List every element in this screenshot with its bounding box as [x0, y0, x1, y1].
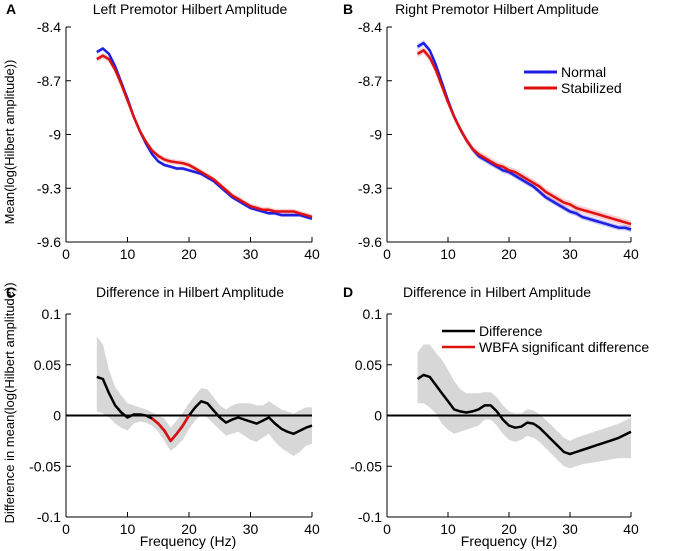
panel-a: A Left Premotor Hilbert Amplitude 0 10 20 3…	[2, 1, 320, 262]
panel-d-xlabel: Frequency (Hz)	[461, 533, 557, 549]
panel-b-title: Right Premotor Hilbert Amplitude	[395, 1, 599, 17]
legend-top: Normal Stabilized	[524, 64, 622, 96]
panel-b: B Right Premotor Hilbert Amplitude 0 10 20…	[343, 1, 639, 262]
panel-a-ytick-label: -9	[49, 127, 62, 143]
panel-a-normal-line	[96, 47, 313, 220]
panel-d-xtick-label: 40	[623, 521, 639, 537]
panel-a-xtick-label: 20	[181, 246, 197, 262]
panel-c-xtick-label: 30	[243, 521, 259, 537]
panel-b-xtick-label: 10	[440, 246, 456, 262]
panel-b-ytick-label: -9.6	[358, 234, 382, 250]
panel-a-ytick-label: -9.3	[37, 180, 61, 196]
panel-letter-d: D	[343, 284, 353, 300]
panel-b-stabilized-line	[416, 49, 632, 226]
panel-c-xtick-label: 0	[62, 521, 70, 537]
legend-difference-label: Difference	[479, 323, 543, 339]
panel-c-wbfa-significant-difference-segment-0	[151, 417, 166, 432]
panel-c-ci-band	[96, 336, 312, 457]
panel-d-ytick-label: 0.05	[355, 357, 382, 373]
panel-d-xtick-label: 0	[383, 521, 391, 537]
panel-a-band-0	[96, 46, 312, 221]
panel-c-xtick-label: 10	[120, 521, 136, 537]
panel-c-title: Difference in Hilbert Amplitude	[96, 284, 284, 300]
panel-d-ytick-label: -0.05	[350, 458, 382, 474]
panel-letter-b: B	[343, 1, 353, 17]
panel-c-ytick-label: 0.1	[42, 306, 62, 322]
panel-c-ylabel: Difference in mean(log(Hilbert amplitude…	[2, 282, 17, 523]
panel-c-ytick-label: 0.05	[34, 357, 61, 373]
panel-a-plot: 0 10 20 30 40 -8.4 -8.7 -9 -9.3 -9.6	[37, 19, 320, 262]
panel-b-plot: 0 10 20 30 40 -8.4 -8.7 -9 -9.3 -9.6	[358, 19, 639, 262]
panel-b-xtick-label: 20	[501, 246, 517, 262]
panel-a-xtick-label: 10	[120, 246, 136, 262]
panel-d-ytick-label: 0	[374, 408, 382, 424]
legend-wbfa-label: WBFA significant difference	[479, 339, 649, 355]
legend-bottom: Difference WBFA significant difference	[442, 323, 649, 355]
panel-d-ytick-label: 0.1	[363, 306, 383, 322]
panel-b-ytick-label: -9	[370, 127, 383, 143]
panel-a-ytick-label: -8.4	[37, 19, 61, 35]
panel-letter-a: A	[6, 1, 16, 17]
panel-b-ytick-label: -8.7	[358, 73, 382, 89]
panel-d-xtick-label: 20	[501, 521, 517, 537]
panel-c-wbfa-significant-difference-segment-1	[163, 430, 178, 443]
panel-d-plot: 0 10 20 30 40 0.1 0.05 0 -0.05 -0.1	[350, 306, 639, 537]
panel-a-stabilized-line	[96, 54, 313, 219]
panel-d-ci-band	[417, 344, 631, 469]
legend-stabilized-label: Stabilized	[561, 80, 622, 96]
panel-c-xtick-label: 40	[304, 521, 320, 537]
panel-a-ylabel: Mean(log(Hilbert amplitude))	[2, 60, 17, 225]
panel-c-ytick-label: 0	[53, 408, 61, 424]
panel-c-difference-line	[96, 375, 313, 443]
panel-a-xtick-label: 30	[243, 246, 259, 262]
legend-normal-label: Normal	[561, 64, 606, 80]
panel-b-xtick-label: 30	[562, 246, 578, 262]
panel-c: C Difference in Hilbert Amplitude 0 10 20 3…	[2, 282, 320, 549]
panel-b-ytick-label: -8.4	[358, 19, 382, 35]
panel-a-xtick-label: 0	[62, 246, 70, 262]
panel-letter-c: C	[6, 284, 16, 300]
panel-d-xtick-label: 30	[562, 521, 578, 537]
panel-d-xtick-label: 10	[440, 521, 456, 537]
panel-b-xtick-label: 0	[383, 246, 391, 262]
panel-c-wbfa-significant-difference-segment-2	[175, 414, 191, 435]
panel-c-xtick-label: 20	[181, 521, 197, 537]
panel-c-ytick-label: -0.05	[29, 458, 61, 474]
panel-b-ytick-label: -9.3	[358, 180, 382, 196]
panel-c-xlabel: Frequency (Hz)	[140, 533, 236, 549]
panel-b-xtick-label: 40	[623, 246, 639, 262]
panel-a-title: Left Premotor Hilbert Amplitude	[93, 1, 288, 17]
panel-d-title: Difference in Hilbert Amplitude	[403, 284, 591, 300]
panel-d: D Difference in Hilbert Amplitude 0 10 20 3…	[343, 284, 649, 549]
panel-a-ytick-label: -9.6	[37, 234, 61, 250]
panel-a-xtick-label: 40	[304, 246, 320, 262]
panel-d-difference-line	[416, 373, 632, 456]
panel-a-ytick-label: -8.7	[37, 73, 61, 89]
panel-c-plot: 0 10 20 30 40 0.1 0.05 0 -0.05 -0.1	[29, 306, 320, 537]
panel-c-ytick-label: -0.1	[37, 509, 61, 525]
panel-a-band-1	[96, 53, 312, 220]
panel-d-ytick-label: -0.1	[358, 509, 382, 525]
